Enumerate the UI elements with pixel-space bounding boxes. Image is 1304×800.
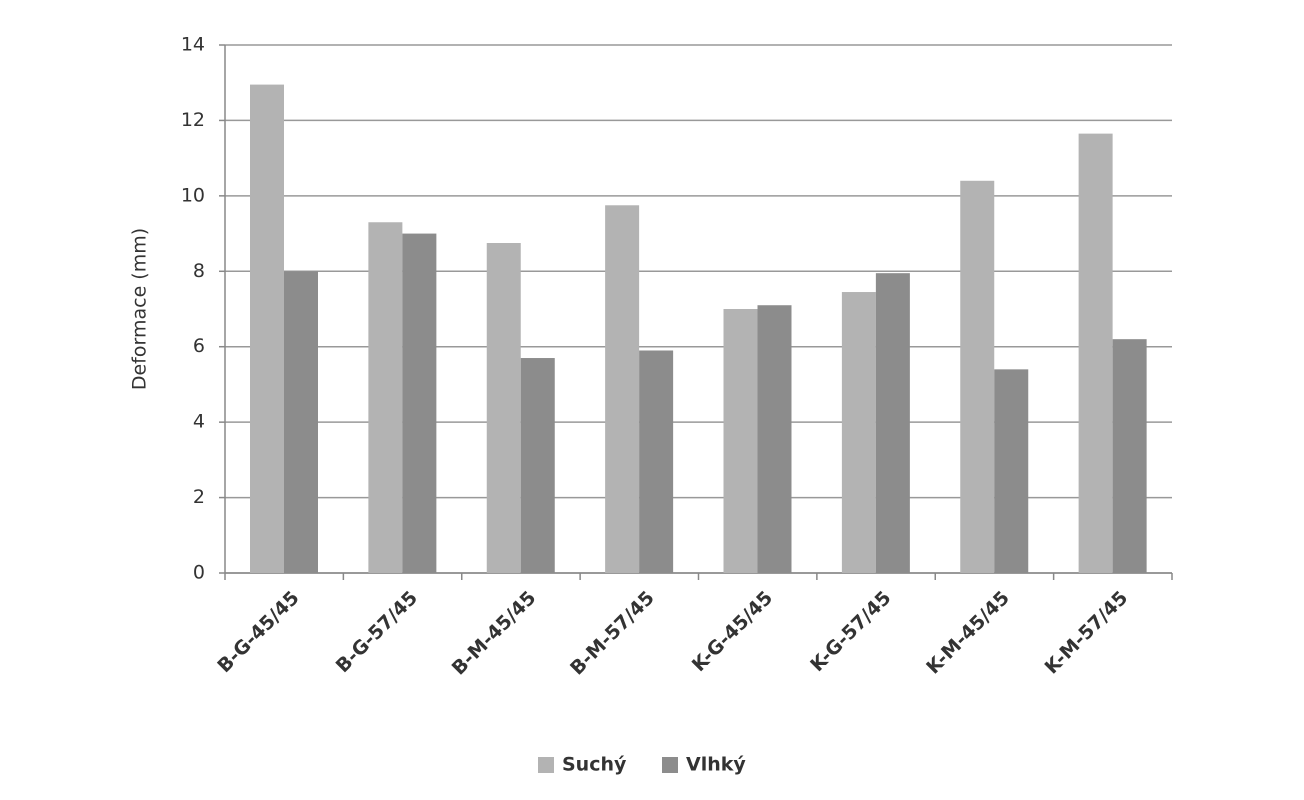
x-tick-label: B-M-57/45 bbox=[566, 587, 659, 680]
legend-label: Suchý bbox=[562, 754, 627, 776]
x-tick-label: B-G-45/45 bbox=[213, 587, 303, 677]
y-tick-label: 4 bbox=[193, 411, 205, 433]
bar bbox=[605, 205, 640, 574]
bar bbox=[368, 222, 403, 573]
bar bbox=[1078, 133, 1113, 573]
y-tick-label: 14 bbox=[181, 34, 205, 56]
x-tick-label: B-M-45/45 bbox=[448, 587, 541, 680]
legend-label: Vlhký bbox=[686, 754, 746, 776]
y-tick-label: 8 bbox=[193, 260, 205, 282]
bar bbox=[994, 369, 1029, 573]
legend-swatch bbox=[538, 757, 554, 773]
bar bbox=[875, 273, 910, 573]
y-axis-label: Deformace (mm) bbox=[129, 228, 151, 390]
y-tick-label: 0 bbox=[193, 562, 205, 584]
y-tick-label: 6 bbox=[193, 335, 205, 357]
bar bbox=[250, 84, 284, 573]
legend-swatch bbox=[662, 757, 678, 773]
bar bbox=[402, 233, 437, 574]
x-tick-label: K-G-45/45 bbox=[688, 587, 777, 676]
y-tick-label: 10 bbox=[181, 184, 205, 206]
x-tick-label: K-M-57/45 bbox=[1041, 587, 1133, 679]
bar bbox=[757, 305, 792, 573]
y-tick-label: 12 bbox=[181, 109, 205, 131]
x-tick-label: K-M-45/45 bbox=[922, 587, 1014, 679]
bar bbox=[639, 350, 674, 573]
y-tick-label: 2 bbox=[193, 486, 205, 508]
x-tick-label: K-G-57/45 bbox=[806, 587, 895, 676]
bar bbox=[486, 243, 521, 573]
bar bbox=[520, 358, 555, 573]
x-tick-label: B-G-57/45 bbox=[332, 587, 422, 677]
bar bbox=[1112, 339, 1147, 573]
bar bbox=[841, 292, 876, 573]
bar bbox=[284, 271, 318, 573]
bar bbox=[960, 180, 995, 573]
bar bbox=[723, 309, 758, 573]
